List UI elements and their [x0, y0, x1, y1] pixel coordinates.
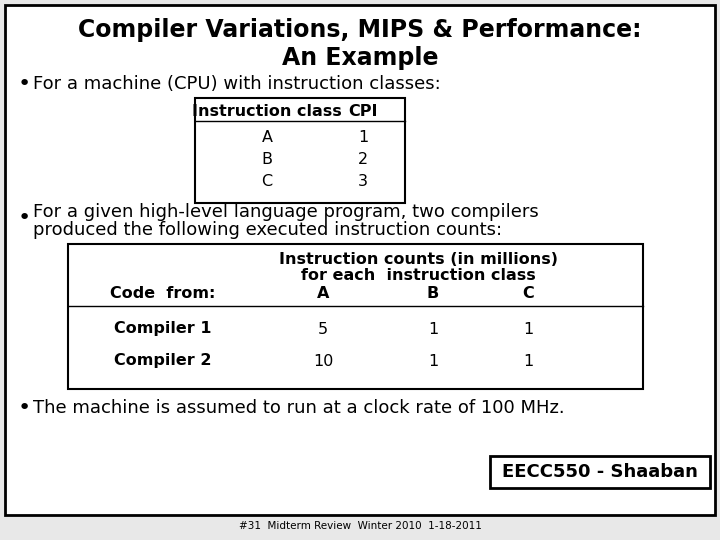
Text: Compiler Variations, MIPS & Performance:: Compiler Variations, MIPS & Performance: — [78, 18, 642, 42]
Text: For a machine (CPU) with instruction classes:: For a machine (CPU) with instruction cla… — [33, 75, 441, 93]
Bar — [68, 244, 643, 389]
Text: 1: 1 — [358, 131, 368, 145]
Text: B: B — [261, 152, 272, 167]
Bar — [195, 98, 405, 203]
Text: •: • — [18, 74, 31, 94]
Text: A: A — [261, 131, 272, 145]
Text: 2: 2 — [358, 152, 368, 167]
Text: for each  instruction class: for each instruction class — [302, 267, 536, 282]
Text: 3: 3 — [358, 174, 368, 190]
Text: produced the following executed instruction counts:: produced the following executed instruct… — [33, 221, 502, 239]
Text: 1: 1 — [523, 321, 533, 336]
Bar — [490, 456, 710, 488]
Text: C: C — [261, 174, 273, 190]
Text: 10: 10 — [312, 354, 333, 368]
Text: B: B — [427, 287, 439, 301]
Text: Instruction counts (in millions): Instruction counts (in millions) — [279, 252, 558, 267]
Text: #31  Midterm Review  Winter 2010  1-18-2011: #31 Midterm Review Winter 2010 1-18-2011 — [238, 521, 482, 531]
Text: C: C — [522, 287, 534, 301]
Text: •: • — [18, 398, 31, 418]
Text: CPI: CPI — [348, 105, 378, 119]
Text: Compiler 1: Compiler 1 — [114, 321, 212, 336]
Text: 1: 1 — [523, 354, 533, 368]
Text: •: • — [18, 208, 31, 228]
Text: Instruction class: Instruction class — [192, 105, 342, 119]
Text: Code  from:: Code from: — [110, 287, 216, 301]
Text: A: A — [317, 287, 329, 301]
Text: 1: 1 — [428, 321, 438, 336]
Text: Compiler 2: Compiler 2 — [114, 354, 212, 368]
Text: 1: 1 — [428, 354, 438, 368]
Text: The machine is assumed to run at a clock rate of 100 MHz.: The machine is assumed to run at a clock… — [33, 399, 564, 417]
Text: 5: 5 — [318, 321, 328, 336]
Text: EECC550 - Shaaban: EECC550 - Shaaban — [502, 463, 698, 481]
Text: For a given high-level language program, two compilers: For a given high-level language program,… — [33, 203, 539, 221]
Text: An Example: An Example — [282, 46, 438, 70]
